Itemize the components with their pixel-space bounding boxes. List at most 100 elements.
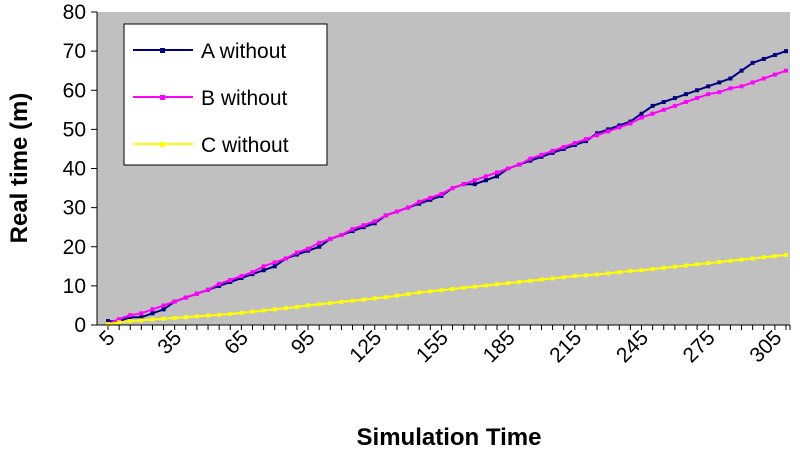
data-point (461, 182, 466, 187)
data-point (283, 256, 288, 261)
data-point (495, 174, 500, 179)
x-axis-title: Simulation Time (357, 424, 542, 450)
data-point (361, 223, 366, 228)
legend-label: C without (201, 134, 289, 157)
data-point (406, 292, 411, 297)
data-point (761, 56, 766, 61)
data-point (728, 76, 733, 81)
legend: A without B without C without (123, 23, 328, 166)
data-point (717, 260, 722, 265)
y-tick-label: 10 (63, 275, 86, 298)
data-point (506, 281, 511, 286)
data-point (194, 291, 199, 296)
data-point (150, 307, 155, 312)
data-point (772, 72, 777, 77)
data-point (650, 111, 655, 116)
data-point (383, 295, 388, 300)
x-tick-label: 35 (153, 326, 186, 359)
data-point (417, 199, 422, 204)
data-point (272, 260, 277, 265)
data-point (495, 282, 500, 287)
data-point (250, 309, 255, 314)
data-point (139, 318, 144, 323)
x-tick-label: 305 (745, 326, 786, 367)
data-point (739, 84, 744, 89)
y-tick-label: 50 (63, 118, 86, 141)
data-point (695, 262, 700, 267)
data-point (506, 166, 511, 171)
data-point (394, 209, 399, 214)
data-point (317, 240, 322, 245)
data-point (439, 288, 444, 293)
y-tick-label: 80 (63, 1, 86, 24)
data-point (261, 268, 266, 273)
x-tick-label: 5 (95, 326, 120, 351)
data-point (528, 278, 533, 283)
data-point (317, 244, 322, 249)
data-point (272, 264, 277, 269)
y-axis-ticks: 0 10 20 30 40 50 60 70 80 (63, 1, 97, 337)
data-point (417, 290, 422, 295)
data-point (306, 246, 311, 251)
data-point (661, 265, 666, 270)
data-point (750, 60, 755, 65)
data-point (428, 195, 433, 200)
data-point (228, 312, 233, 317)
data-point (639, 111, 644, 116)
data-point (328, 236, 333, 241)
data-point (117, 317, 122, 322)
data-point (472, 178, 477, 183)
data-point (650, 267, 655, 272)
data-point (561, 144, 566, 149)
data-point (583, 273, 588, 278)
data-point (617, 270, 622, 275)
data-point (161, 316, 166, 321)
data-point (572, 274, 577, 279)
y-axis-title: Real time (m) (6, 93, 33, 244)
data-point (683, 92, 688, 97)
data-point (550, 148, 555, 153)
legend-marker (160, 48, 165, 53)
data-point (194, 314, 199, 319)
data-point (717, 80, 722, 85)
data-point (139, 315, 144, 320)
data-point (595, 272, 600, 277)
y-tick-label: 40 (63, 158, 86, 181)
data-point (150, 317, 155, 322)
data-point (628, 121, 633, 126)
series-b-without (106, 68, 788, 326)
data-point (172, 315, 177, 320)
y-tick-label: 0 (74, 314, 86, 337)
data-point (206, 313, 211, 318)
data-point (750, 80, 755, 85)
data-point (706, 92, 711, 97)
data-point (784, 49, 788, 54)
x-axis-ticks: 5356595125155185215245275305335 (95, 325, 791, 367)
data-point (472, 182, 477, 187)
data-point (372, 296, 377, 301)
data-point (784, 252, 788, 257)
data-point (450, 186, 455, 191)
data-point (695, 96, 700, 101)
data-point (217, 281, 222, 286)
data-point (717, 90, 722, 95)
data-point (739, 68, 744, 73)
data-point (539, 277, 544, 282)
data-point (183, 315, 188, 320)
data-point (406, 205, 411, 210)
data-point (461, 285, 466, 290)
data-point (661, 107, 666, 112)
data-point (639, 268, 644, 273)
data-point (239, 310, 244, 315)
data-point (483, 178, 488, 183)
x-tick-label: 185 (479, 326, 520, 367)
data-point (483, 283, 488, 288)
data-point (606, 129, 611, 134)
data-point (294, 250, 299, 255)
data-point (128, 319, 133, 324)
data-point (606, 271, 611, 276)
x-tick-label: 215 (545, 326, 586, 367)
data-point (528, 156, 533, 161)
